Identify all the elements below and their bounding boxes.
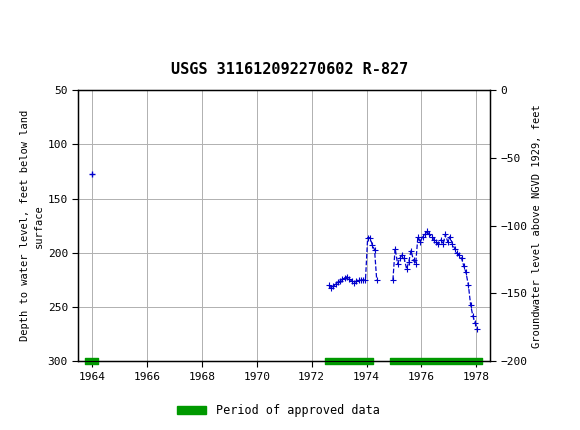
Legend: Period of approved data: Period of approved data <box>172 399 385 422</box>
Text: ≡USGS: ≡USGS <box>3 12 57 29</box>
Y-axis label: Groundwater level above NGVD 1929, feet: Groundwater level above NGVD 1929, feet <box>532 104 542 347</box>
Y-axis label: Depth to water level, feet below land
surface: Depth to water level, feet below land su… <box>20 110 44 341</box>
Text: USGS 311612092270602 R-827: USGS 311612092270602 R-827 <box>171 62 409 77</box>
